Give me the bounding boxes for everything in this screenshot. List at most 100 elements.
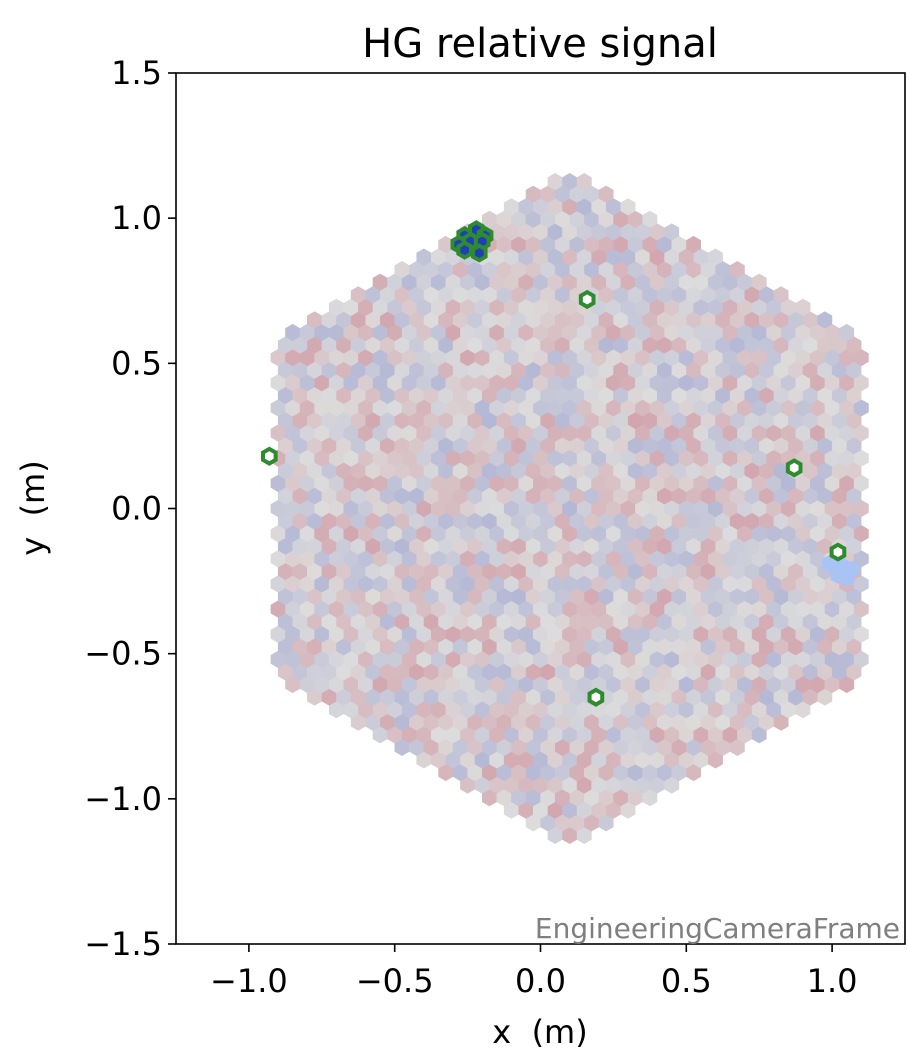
camera-pixel: [554, 286, 570, 304]
camera-pixel: [642, 738, 658, 756]
camera-pixel: [569, 763, 585, 782]
camera-pixel: [423, 286, 439, 304]
camera-pixel: [598, 512, 614, 530]
camera-pixel: [678, 525, 694, 543]
camera-pixel: [518, 198, 534, 216]
camera-pixel: [605, 701, 621, 719]
camera-pixel: [438, 411, 454, 430]
camera-pixel: [773, 638, 789, 656]
camera-pixel: [642, 613, 658, 631]
camera-pixel: [401, 298, 417, 316]
camera-pixel: [547, 625, 563, 643]
camera-pixel: [598, 361, 614, 379]
camera-pixel: [482, 763, 497, 782]
camera-pixel: [656, 562, 672, 580]
camera-pixel: [277, 336, 293, 354]
camera-pixel: [496, 562, 512, 580]
camera-pixel: [452, 562, 468, 580]
camera-pixel: [780, 399, 796, 417]
camera-pixel: [722, 349, 738, 367]
camera-pixel: [802, 336, 818, 354]
camera-pixel: [423, 437, 439, 455]
camera-pixel: [503, 323, 519, 342]
camera-pixel: [620, 776, 636, 794]
camera-pixel: [299, 650, 315, 668]
camera-pixel: [562, 650, 578, 668]
camera-pixel: [547, 173, 563, 191]
camera-pixel: [285, 600, 301, 618]
camera-pixel: [533, 248, 548, 266]
camera-pixel: [503, 726, 519, 744]
camera-pixel: [780, 474, 796, 492]
camera-pixel: [547, 776, 563, 794]
camera-pixel: [431, 449, 446, 467]
camera-pixel: [467, 663, 483, 681]
camera-pixel: [445, 499, 461, 518]
camera-pixel: [336, 311, 352, 329]
camera-pixel: [307, 437, 322, 455]
camera-pixel: [744, 487, 760, 505]
camera-pixel: [270, 575, 286, 593]
camera-pixel: [540, 361, 556, 379]
camera-pixel: [627, 763, 643, 782]
camera-pixel: [452, 487, 468, 505]
camera-pixel: [474, 424, 490, 442]
camera-pixel: [708, 701, 723, 719]
camera-pixel: [336, 663, 352, 681]
camera-pixel: [547, 374, 563, 392]
camera-pixel: [496, 688, 512, 706]
camera-pixel: [445, 474, 461, 492]
camera-pixel: [540, 638, 556, 656]
camera-pixel: [292, 386, 308, 404]
camera-pixel: [474, 625, 490, 643]
camera-pixel: [729, 587, 745, 606]
camera-pixel: [489, 474, 505, 492]
camera-pixel: [627, 613, 643, 631]
camera-pixel: [605, 499, 621, 518]
camera-pixel: [503, 223, 519, 241]
camera-pixel: [576, 198, 592, 216]
camera-pixel: [751, 550, 767, 568]
camera-pixel: [751, 726, 767, 744]
camera-pixel: [482, 487, 497, 505]
camera-pixel: [562, 323, 578, 342]
camera-pixel: [729, 713, 745, 731]
camera-pixel: [671, 462, 687, 480]
camera-pixel: [270, 424, 286, 442]
x-axis-title: x (m): [492, 1013, 587, 1051]
camera-pixel: [503, 751, 519, 769]
camera-pixel: [452, 386, 468, 404]
camera-pixel: [620, 801, 636, 819]
camera-pixel: [708, 726, 723, 744]
camera-pixel: [547, 399, 563, 417]
camera-pixel: [365, 663, 381, 681]
camera-pixel: [562, 575, 578, 593]
camera-pixel: [751, 701, 767, 719]
camera-pixel: [540, 738, 556, 756]
camera-pixel: [438, 462, 454, 480]
camera-pixel: [452, 763, 468, 782]
camera-pixel: [336, 386, 352, 404]
camera-pixel: [562, 273, 578, 291]
y-tick-label: 0.0: [111, 490, 162, 528]
low-signal-pixel: [821, 555, 837, 573]
camera-pixel: [715, 688, 731, 706]
camera-pixel: [358, 575, 373, 593]
camera-pixel: [401, 675, 417, 694]
camera-pixel: [372, 600, 388, 618]
camera-pixel: [839, 675, 855, 694]
camera-pixel: [482, 437, 497, 455]
camera-pixel: [576, 399, 592, 417]
camera-pixel: [584, 261, 599, 279]
camera-pixel: [627, 361, 643, 379]
camera-pixel: [277, 462, 293, 480]
camera-pixel: [795, 525, 811, 543]
camera-pixel: [649, 525, 665, 543]
camera-pixel: [846, 437, 862, 455]
camera-pixel: [350, 663, 366, 681]
camera-pixel: [576, 776, 592, 794]
camera-pixel: [328, 525, 344, 543]
camera-pixel: [438, 512, 454, 530]
camera-pixel: [452, 311, 468, 329]
camera-pixel: [620, 424, 636, 442]
